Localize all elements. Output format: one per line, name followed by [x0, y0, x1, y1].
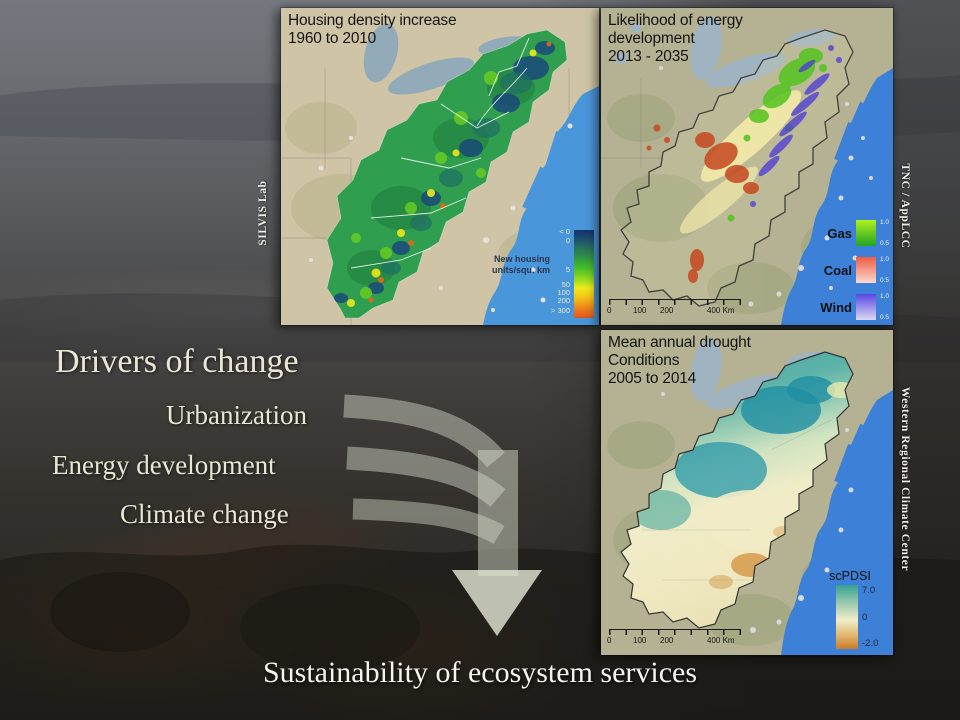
energy-map-art: [601, 8, 893, 325]
drought-map-title: Mean annual drought Conditions 2005 to 2…: [608, 334, 751, 388]
housing-legend-tick: 50: [561, 280, 570, 289]
converging-down-arrow: [343, 394, 542, 636]
housing-legend-tick: 100: [557, 288, 570, 297]
energy-map-title: Likelihood of energy development 2013 - …: [608, 12, 743, 66]
coal-label: Coal: [823, 262, 852, 278]
drought-scalebar: 0 100 200 400 Km: [607, 629, 741, 647]
housing-legend-colorbar: [574, 230, 594, 318]
energy-scalebar: 0 100 200 400 Km: [607, 299, 741, 317]
energy-legend: Gas 1.0 0.5 Coal 1.0 0.5 Wind 1.0 0.5: [816, 210, 889, 321]
gas-label: Gas: [827, 225, 852, 241]
housing-title-line1: Housing density increase: [288, 12, 457, 29]
housing-title-line2: 1960 to 2010: [288, 30, 377, 47]
drought-map-art: [601, 330, 893, 655]
housing-map-art: [281, 8, 599, 325]
drivers-heading: Drivers of change: [55, 343, 299, 380]
wind-label: Wind: [820, 299, 852, 315]
credit-tnc-applcc: TNC / AppLCC: [899, 163, 911, 249]
scalebar-ruler: [609, 629, 741, 635]
drought-legend: scPDSI 7.0 0 -2.0: [812, 569, 888, 649]
housing-legend-tick: 0: [565, 236, 570, 245]
driver-item-climate-change: Climate change: [120, 499, 289, 529]
housing-density-map-panel: Housing density increase 1960 to 2010 Ne…: [280, 7, 600, 326]
scpdsi-label: scPDSI: [829, 569, 871, 583]
drought-title-line3: 2005 to 2014: [608, 370, 697, 387]
energy-title-line3: 2013 - 2035: [608, 48, 689, 65]
housing-legend-tick: < 0: [559, 227, 570, 236]
housing-legend-title: New housing units/squ. km: [491, 254, 550, 275]
outcome-title: Sustainability of ecosystem services: [262, 656, 698, 689]
credit-silvis-lab: SILVIS Lab: [257, 180, 269, 246]
driver-item-energy-development: Energy development: [52, 450, 276, 480]
housing-legend: New housing units/squ. km < 0 0 5 50 100…: [486, 227, 594, 320]
drought-map-panel: Mean annual drought Conditions 2005 to 2…: [600, 329, 894, 656]
housing-map-title: Housing density increase 1960 to 2010: [288, 12, 457, 48]
housing-legend-tick: 5: [565, 265, 570, 274]
scalebar-ruler: [609, 299, 741, 305]
driver-item-urbanization: Urbanization: [166, 400, 307, 430]
drought-title-line2: Conditions: [608, 352, 680, 369]
energy-legend-row-wind: Wind 1.0 0.5: [816, 293, 889, 321]
credit-western-regional-climate-center: Western Regional Climate Center: [899, 386, 911, 572]
housing-legend-tick: > 300: [551, 306, 570, 315]
coal-colorbar: [855, 257, 876, 283]
scpdsi-colorbar: [836, 585, 858, 649]
housing-legend-tick: 200: [557, 296, 570, 305]
energy-legend-row-gas: Gas 1.0 0.5: [816, 219, 889, 247]
energy-title-line2: development: [608, 30, 695, 47]
scpdsi-ticks: 7.0 0 -2.0: [862, 585, 879, 649]
energy-legend-row-coal: Coal 1.0 0.5: [816, 256, 889, 284]
wind-colorbar: [855, 294, 876, 320]
energy-development-map-panel: Likelihood of energy development 2013 - …: [600, 7, 894, 326]
energy-title-line1: Likelihood of energy: [608, 12, 743, 29]
drought-title-line1: Mean annual drought: [608, 334, 751, 351]
gas-colorbar: [855, 220, 876, 246]
